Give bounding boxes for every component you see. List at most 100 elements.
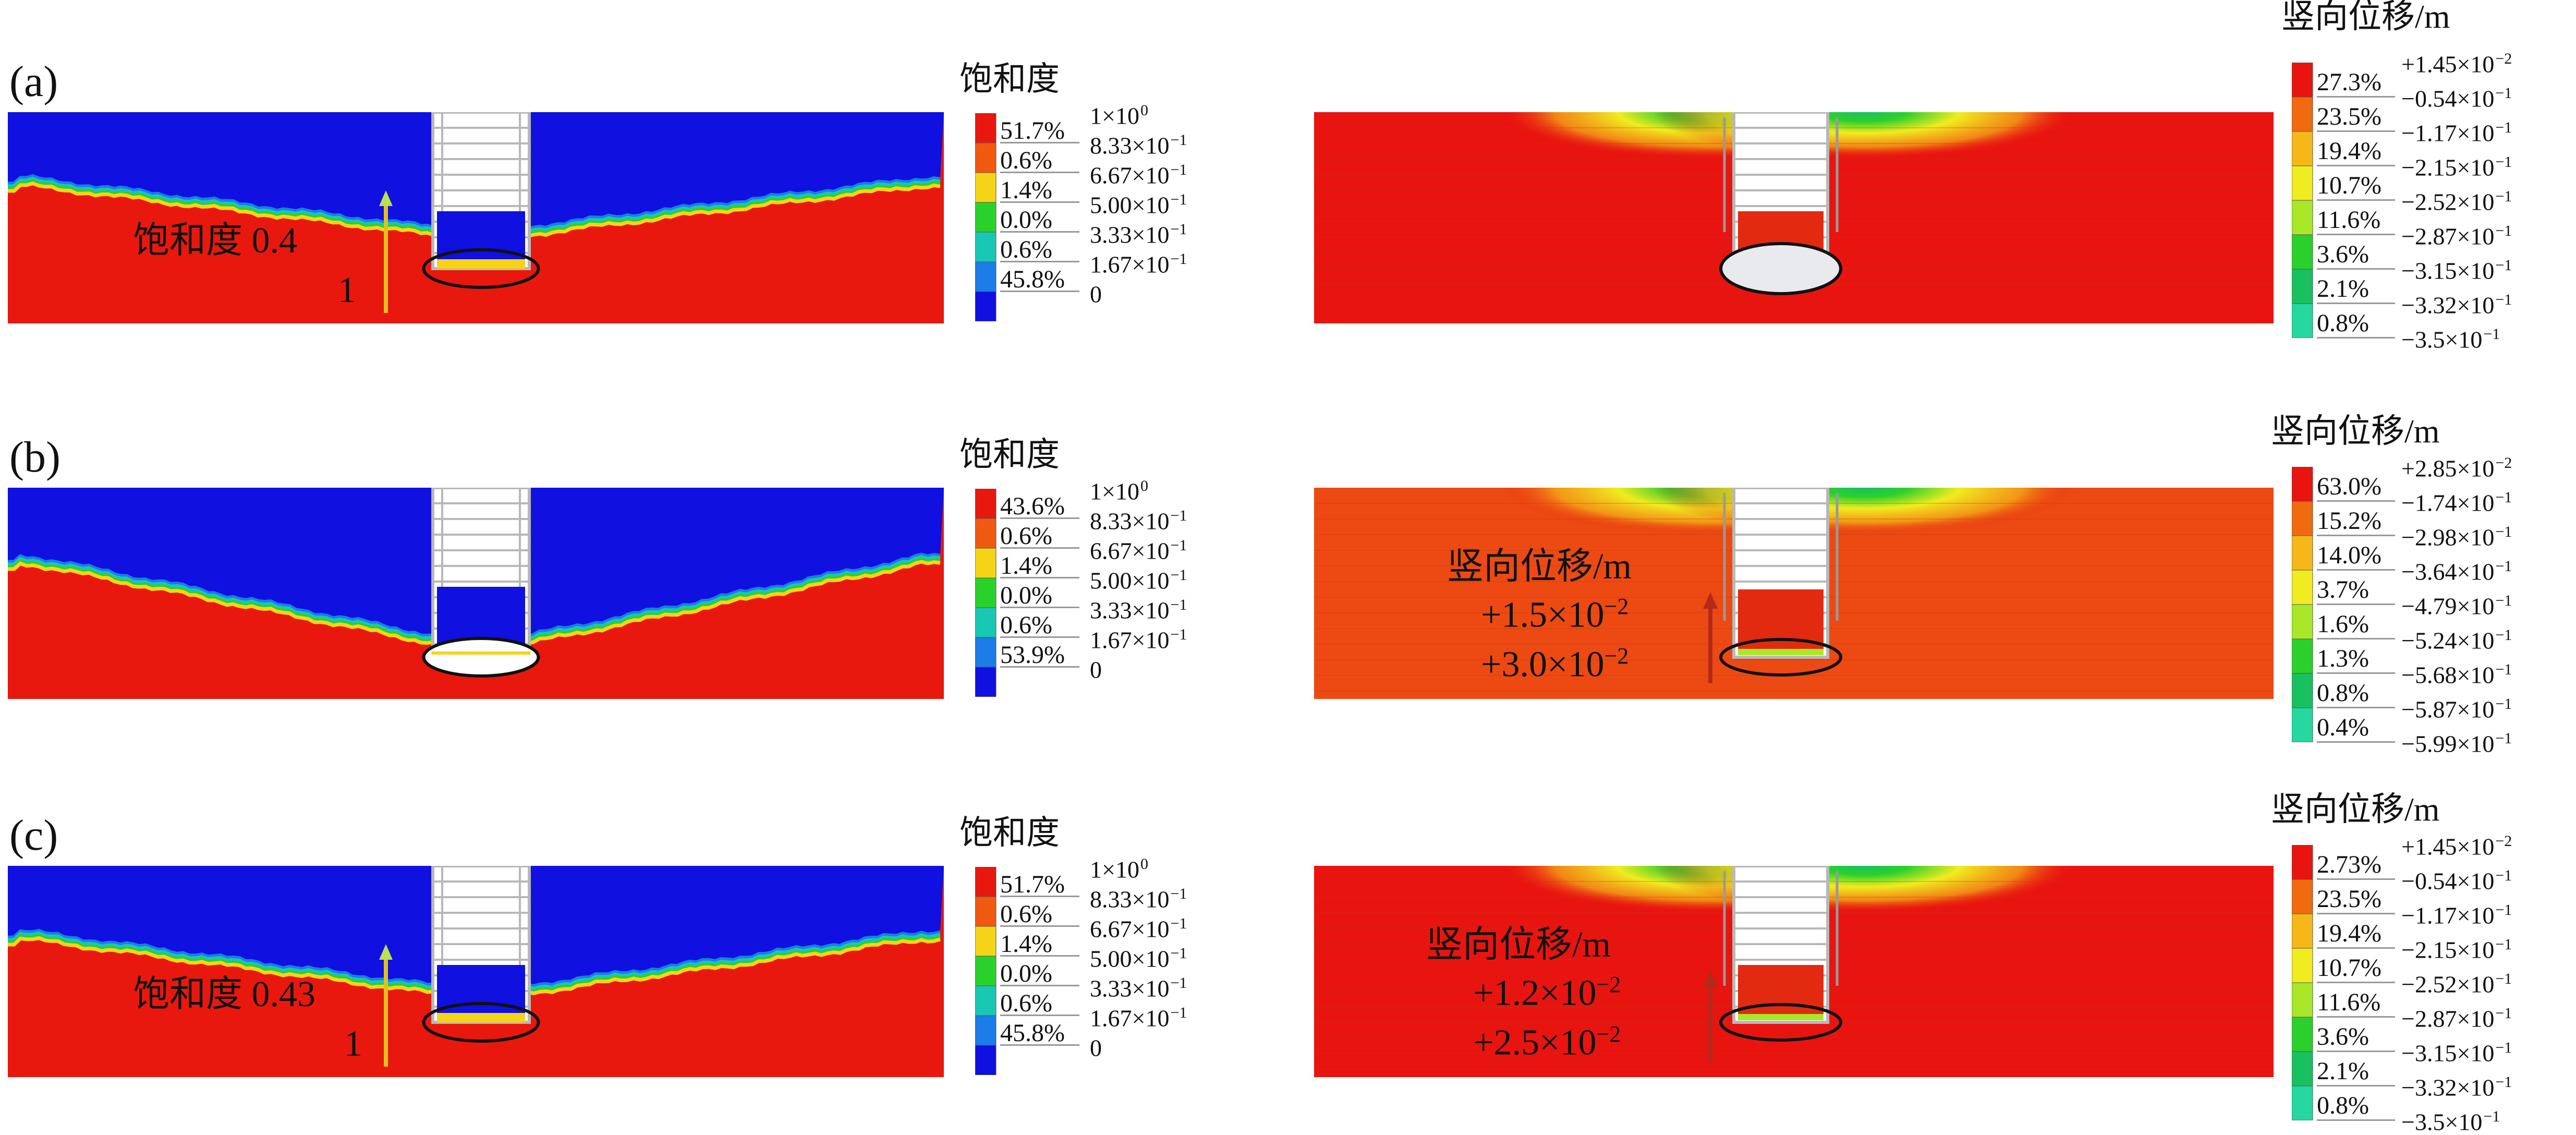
value-exponent: −2 bbox=[1596, 1021, 1621, 1047]
displacement-percent: 19.4% bbox=[2317, 137, 2381, 165]
value-mantissa: +1.45×10 bbox=[2401, 833, 2495, 860]
color-swatch bbox=[2292, 535, 2313, 571]
percent-underline bbox=[1000, 1015, 1079, 1016]
color-swatch bbox=[2292, 303, 2313, 338]
saturation-percent: 1.4% bbox=[1000, 930, 1052, 958]
value-mantissa: −3.32×10 bbox=[2401, 292, 2495, 319]
color-swatch bbox=[975, 489, 997, 519]
percent-underline bbox=[1000, 666, 1079, 668]
saturation-tick-value: 6.67×10−1 bbox=[1090, 538, 1187, 563]
color-swatch bbox=[975, 548, 997, 578]
percent-underline bbox=[2317, 603, 2395, 605]
percent-underline bbox=[1000, 201, 1079, 203]
saturation-legend-title: 饱和度 bbox=[959, 61, 1060, 98]
displacement-percent: 15.2% bbox=[2317, 506, 2381, 535]
displacement-tick-value: −2.98×10−1 bbox=[2401, 524, 2512, 549]
value-mantissa: 6.67×10 bbox=[1090, 537, 1170, 564]
value-mantissa: 8.33×10 bbox=[1090, 508, 1170, 535]
percent-underline bbox=[2317, 303, 2395, 304]
saturation-tick-value: 0 bbox=[1090, 281, 1103, 306]
color-swatch bbox=[2292, 96, 2313, 132]
value-mantissa: −2.98×10 bbox=[2401, 524, 2495, 551]
color-swatch bbox=[975, 667, 997, 697]
saturation-annotation-label: 饱和度 0.43 bbox=[133, 974, 315, 1015]
saturation-percent: 0.6% bbox=[1000, 989, 1052, 1018]
value-exponent: −1 bbox=[1170, 537, 1187, 554]
displacement-percent: 3.7% bbox=[2317, 575, 2369, 603]
percent-underline bbox=[1000, 925, 1079, 927]
displacement-percent: 10.7% bbox=[2317, 953, 2381, 982]
color-swatch bbox=[2292, 1051, 2313, 1086]
displacement-legend-title: 竖向位移/m bbox=[2271, 791, 2440, 828]
color-swatch bbox=[2292, 570, 2313, 605]
value-mantissa: −5.24×10 bbox=[2401, 627, 2495, 654]
percent-underline bbox=[2317, 569, 2395, 571]
value-mantissa: −0.54×10 bbox=[2401, 867, 2495, 895]
value-mantissa: 1.67×10 bbox=[1090, 1005, 1170, 1032]
displacement-tick-value: −0.54×10−1 bbox=[2401, 86, 2512, 111]
saturation-percent: 0.6% bbox=[1000, 236, 1052, 264]
displacement-percent: 0.4% bbox=[2317, 713, 2369, 741]
value-mantissa: +3.0×10 bbox=[1481, 644, 1605, 685]
saturation-tick-value: 5.00×10−1 bbox=[1090, 568, 1187, 593]
value-mantissa: −3.64×10 bbox=[2401, 558, 2495, 585]
value-exponent: −1 bbox=[2495, 730, 2512, 747]
value-exponent: 0 bbox=[1140, 477, 1148, 494]
color-swatch bbox=[975, 896, 997, 927]
percent-underline bbox=[2317, 947, 2395, 949]
displacement-legend-title: 竖向位移/m bbox=[2281, 0, 2450, 35]
saturation-percent: 45.8% bbox=[1000, 265, 1065, 294]
color-swatch bbox=[2292, 63, 2313, 98]
value-mantissa: −4.79×10 bbox=[2401, 593, 2495, 620]
displacement-tick-value: −3.15×10−1 bbox=[2401, 1040, 2512, 1065]
displacement-tick-value: −2.15×10−1 bbox=[2401, 154, 2512, 179]
displacement-tick-value: −5.68×10−1 bbox=[2401, 662, 2512, 687]
value-exponent: −2 bbox=[2495, 832, 2512, 850]
percent-underline bbox=[1000, 985, 1079, 986]
saturation-tick-value: 0 bbox=[1090, 1035, 1103, 1060]
value-mantissa: −5.99×10 bbox=[2401, 730, 2495, 757]
color-swatch bbox=[2292, 269, 2313, 304]
value-exponent: −1 bbox=[1170, 507, 1187, 524]
color-swatch bbox=[2292, 165, 2313, 201]
value-mantissa: −1.17×10 bbox=[2401, 119, 2495, 147]
saturation-percent: 0.0% bbox=[1000, 582, 1052, 610]
value-mantissa: −3.15×10 bbox=[2401, 257, 2495, 284]
value-exponent: −1 bbox=[2495, 592, 2512, 609]
value-exponent: −1 bbox=[1170, 885, 1187, 902]
percent-underline bbox=[2317, 1085, 2395, 1086]
color-swatch bbox=[2292, 131, 2313, 166]
color-swatch bbox=[2292, 467, 2313, 502]
displacement-percent: 10.7% bbox=[2317, 171, 2381, 199]
value-exponent: −1 bbox=[1170, 131, 1187, 149]
displacement-percent: 1.3% bbox=[2317, 644, 2369, 672]
value-exponent: −1 bbox=[2495, 222, 2512, 239]
value-exponent: −1 bbox=[2495, 695, 2512, 713]
percent-underline bbox=[1000, 1044, 1079, 1046]
value-exponent: −1 bbox=[2495, 489, 2512, 506]
percent-underline bbox=[2317, 500, 2395, 502]
percent-underline bbox=[2317, 268, 2395, 270]
value-mantissa: −5.87×10 bbox=[2401, 696, 2495, 723]
displacement-percent: 3.6% bbox=[2317, 1022, 2369, 1051]
value-mantissa: 3.33×10 bbox=[1090, 221, 1170, 248]
value-exponent: −1 bbox=[2495, 1005, 2512, 1022]
color-swatch bbox=[975, 202, 997, 233]
value-exponent: −1 bbox=[2483, 1108, 2500, 1125]
displacement-percent: 63.0% bbox=[2317, 472, 2381, 500]
saturation-tick-value: 0 bbox=[1090, 657, 1103, 682]
displacement-arrow-head bbox=[1703, 592, 1718, 609]
displacement-percent: 23.5% bbox=[2317, 885, 2381, 913]
value-exponent: −2 bbox=[1604, 643, 1629, 669]
value-mantissa: 1.67×10 bbox=[1090, 251, 1170, 278]
displacement-tick-value: −1.74×10−1 bbox=[2401, 490, 2512, 515]
saturation-percent: 43.6% bbox=[1000, 492, 1065, 521]
color-swatch bbox=[2292, 200, 2313, 235]
saturation-legend-title: 饱和度 bbox=[959, 436, 1060, 473]
percent-underline bbox=[2317, 672, 2395, 674]
displacement-percent: 2.1% bbox=[2317, 274, 2369, 303]
saturation-tick-value: 5.00×10−1 bbox=[1090, 946, 1187, 971]
percent-underline bbox=[1000, 291, 1079, 292]
pit-bottom-band bbox=[1738, 649, 1824, 655]
value-exponent: −1 bbox=[1170, 250, 1187, 268]
